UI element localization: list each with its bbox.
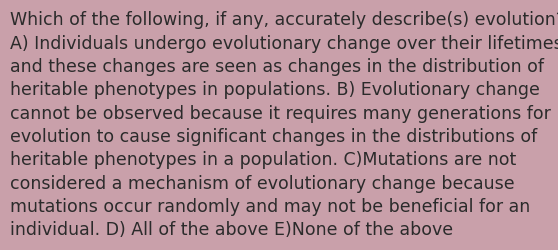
Text: heritable phenotypes in populations. B) Evolutionary change: heritable phenotypes in populations. B) … [10, 81, 540, 99]
Text: Which of the following, if any, accurately describe(s) evolution?: Which of the following, if any, accurate… [10, 11, 558, 29]
Text: individual. D) All of the above E)None of the above: individual. D) All of the above E)None o… [10, 220, 453, 238]
Text: heritable phenotypes in a population. C)Mutations are not: heritable phenotypes in a population. C)… [10, 151, 516, 169]
Text: and these changes are seen as changes in the distribution of: and these changes are seen as changes in… [10, 58, 544, 76]
Text: cannot be observed because it requires many generations for: cannot be observed because it requires m… [10, 104, 551, 122]
Text: evolution to cause significant changes in the distributions of: evolution to cause significant changes i… [10, 128, 537, 146]
Text: A) Individuals undergo evolutionary change over their lifetimes,: A) Individuals undergo evolutionary chan… [10, 34, 558, 52]
Text: mutations occur randomly and may not be beneficial for an: mutations occur randomly and may not be … [10, 197, 530, 215]
Text: considered a mechanism of evolutionary change because: considered a mechanism of evolutionary c… [10, 174, 514, 192]
